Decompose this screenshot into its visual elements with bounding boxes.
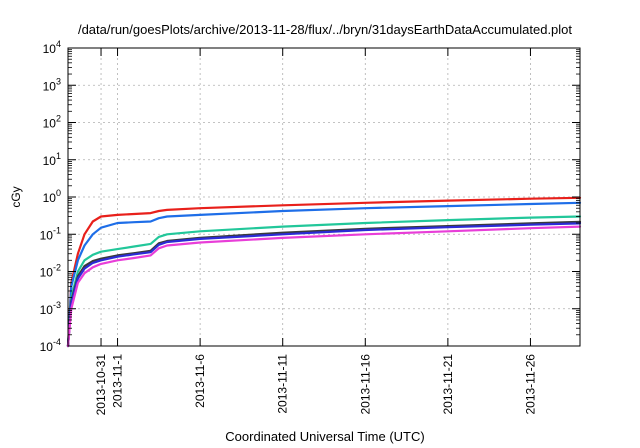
y-axis-label: cGy	[9, 186, 23, 207]
y-tick-labels: 10-4 10-3 10-2 10-1 100 101 102 103 104	[40, 39, 61, 354]
x-tick-label: 2013-11-6	[193, 354, 207, 408]
series-layer	[66, 196, 582, 348]
y-tick-label: 104	[43, 39, 61, 56]
x-tick-label: 2013-11-21	[441, 354, 455, 415]
y-tick-label: 10-4	[40, 337, 61, 354]
series-line-5	[66, 220, 582, 348]
y-tick-label: 10-1	[40, 225, 61, 242]
grid	[68, 48, 580, 346]
series-line-3	[66, 215, 582, 348]
series-line-6	[66, 222, 582, 348]
series-line-4	[66, 221, 582, 348]
y-tick-label: 10-2	[40, 263, 61, 280]
y-tick-label: 100	[43, 188, 61, 205]
series-line-7	[66, 225, 582, 348]
y-tick-label: 103	[43, 76, 61, 93]
series-line-1	[66, 196, 582, 348]
x-tick-label: 2013-11-26	[523, 354, 537, 415]
x-tick-label: 2013-11-11	[276, 354, 290, 414]
x-tick-label: 2013-11-1	[111, 354, 125, 408]
x-tick-label: 2013-10-31	[94, 354, 108, 416]
x-axis-label: Coordinated Universal Time (UTC)	[225, 429, 424, 444]
x-tick-label: 2013-11-16	[358, 354, 372, 415]
y-tick-label: 102	[43, 114, 61, 131]
chart-title: /data/run/goesPlots/archive/2013-11-28/f…	[78, 22, 572, 37]
series-line-2	[66, 201, 582, 348]
y-tick-label: 10-3	[40, 300, 61, 317]
ticks	[68, 47, 580, 347]
y-tick-label: 101	[43, 151, 61, 168]
x-tick-labels: 2013-10-31 2013-11-1 2013-11-6 2013-11-11 20…	[94, 354, 537, 416]
